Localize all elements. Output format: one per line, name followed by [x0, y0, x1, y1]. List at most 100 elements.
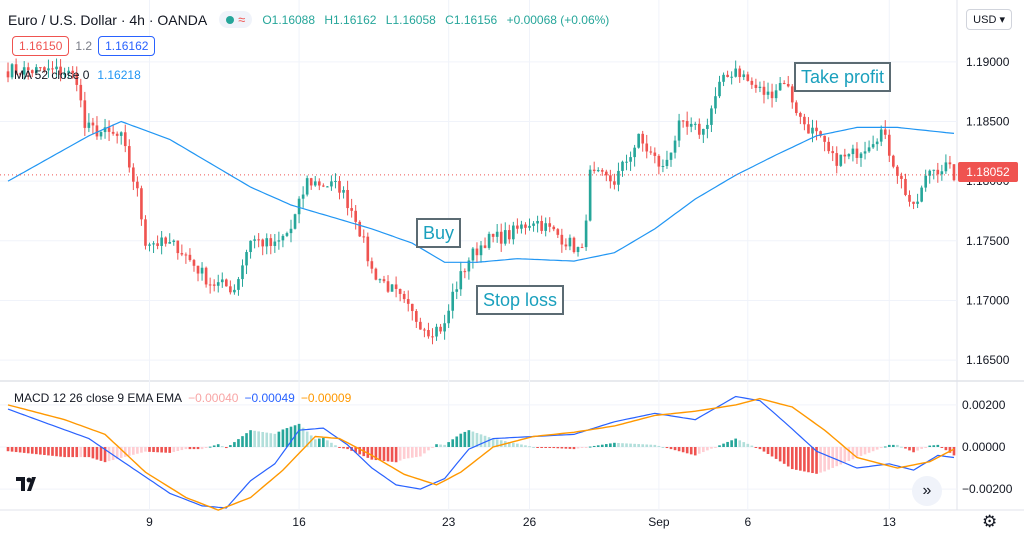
macd-hist-bar: [398, 447, 402, 461]
candle-body: [402, 293, 406, 300]
macd-hist-bar: [706, 447, 709, 451]
macd-hist-bar: [859, 447, 863, 456]
stop-loss-annotation[interactable]: Stop loss: [476, 285, 565, 315]
macd-hist-bar: [30, 447, 34, 454]
macd-hist-bar: [600, 444, 604, 447]
candle-body: [47, 68, 50, 71]
candle-body: [390, 284, 394, 292]
macd-hist-bar: [491, 438, 495, 447]
macd-hist-bar: [507, 441, 511, 447]
macd-hist-bar: [681, 447, 685, 453]
candle-body: [483, 245, 487, 248]
take-profit-annotation[interactable]: Take profit: [794, 62, 892, 92]
macd-hist-bar: [301, 427, 305, 447]
macd-hist-bar: [576, 447, 580, 449]
macd-hist-bar: [936, 444, 940, 447]
macd-hist-bar: [83, 447, 87, 458]
macd-hist-bar: [402, 447, 406, 459]
candle-body: [419, 321, 422, 330]
macd-hist-bar: [39, 447, 42, 455]
macd-hist-bar: [467, 430, 471, 447]
macd-hist-bar: [920, 447, 923, 449]
symbol-title[interactable]: Euro / U.S. Dollar · 4h · OANDA: [8, 11, 208, 28]
macd-legend[interactable]: MACD 12 26 close 9 EMA EMA −0.00040 −0.000…: [14, 391, 351, 405]
macd-hist-bar: [386, 447, 390, 462]
macd-hist-bar: [322, 437, 325, 447]
macd-hist-bar: [750, 445, 754, 447]
candle-body: [63, 73, 66, 75]
candle-body: [160, 237, 163, 246]
candle-body: [657, 155, 661, 167]
macd-hist-bar: [245, 433, 248, 447]
market-status-pill[interactable]: ≈: [219, 11, 253, 28]
candle-body: [196, 265, 200, 274]
macd-hist-bar: [673, 447, 677, 451]
macd-hist-bar: [10, 447, 14, 452]
candle-body: [346, 189, 349, 209]
double-chevron-right-icon[interactable]: »: [912, 476, 942, 506]
candle-body: [301, 194, 305, 199]
macd-hist-bar: [556, 447, 560, 449]
macd-hist-bar: [592, 445, 596, 447]
candle-body: [940, 171, 944, 175]
candle-body: [14, 64, 18, 74]
candle-body: [645, 143, 649, 152]
tradingview-logo-icon[interactable]: [16, 476, 42, 497]
candle-body: [152, 243, 155, 245]
macd-hist-bar: [47, 447, 50, 456]
candle-body: [35, 67, 38, 74]
macd-hist-bar: [483, 435, 487, 447]
candle-body: [212, 284, 216, 286]
candle-body: [924, 175, 927, 188]
macd-hist-bar: [35, 447, 38, 455]
macd-hist-bar: [22, 447, 26, 453]
macd-hist-bar: [140, 447, 143, 453]
ma-legend[interactable]: MA 52 close 0 1.16218: [14, 68, 141, 82]
candle-body: [697, 123, 701, 135]
candle-body: [269, 238, 273, 246]
candle-body: [382, 279, 386, 282]
candle-body: [463, 271, 467, 273]
buy-button[interactable]: 1.16162: [98, 36, 156, 56]
candle-body: [774, 90, 778, 99]
macd-hist-bar: [629, 443, 632, 447]
candle-body: [95, 125, 99, 137]
candle-body: [592, 169, 596, 171]
candle-body: [471, 248, 475, 261]
macd-hist-bar: [410, 447, 414, 458]
macd-hist-bar: [6, 447, 10, 452]
macd-hist-bar: [423, 447, 426, 454]
macd-hist-bar: [237, 439, 240, 447]
macd-hist-bar: [823, 447, 826, 472]
macd-hist-bar: [382, 447, 386, 461]
candle-body: [572, 237, 576, 253]
candle-body: [564, 244, 568, 247]
candle-body: [406, 299, 410, 304]
macd-hist-bar: [790, 447, 794, 470]
open-value: O1.16088: [262, 12, 316, 27]
candle-body: [819, 131, 822, 136]
candle-body: [863, 151, 867, 154]
candle-body: [710, 108, 713, 125]
macd-hist-bar: [370, 447, 374, 460]
macd-hist-bar: [932, 445, 936, 447]
candle-body: [596, 170, 600, 172]
macd-hist-bar: [548, 447, 552, 448]
gear-icon[interactable]: ⚙: [982, 512, 998, 531]
candle-body: [896, 166, 899, 176]
high-value: H1.16162: [324, 12, 377, 27]
sell-button[interactable]: 1.16150: [12, 36, 70, 56]
currency-selector[interactable]: USD ▾: [966, 9, 1012, 30]
macd-hist-bar: [896, 444, 899, 447]
candle-body: [241, 265, 244, 280]
candle-body: [681, 120, 685, 122]
macd-hist-bar: [123, 447, 127, 457]
candle-body: [273, 241, 277, 246]
macd-hist-bar: [51, 447, 54, 456]
candle-body: [584, 220, 588, 248]
macd-hist-bar: [778, 447, 782, 462]
buy-annotation[interactable]: Buy: [416, 218, 462, 248]
macd-hist-bar: [419, 447, 422, 457]
macd-hist-bar: [839, 447, 843, 465]
